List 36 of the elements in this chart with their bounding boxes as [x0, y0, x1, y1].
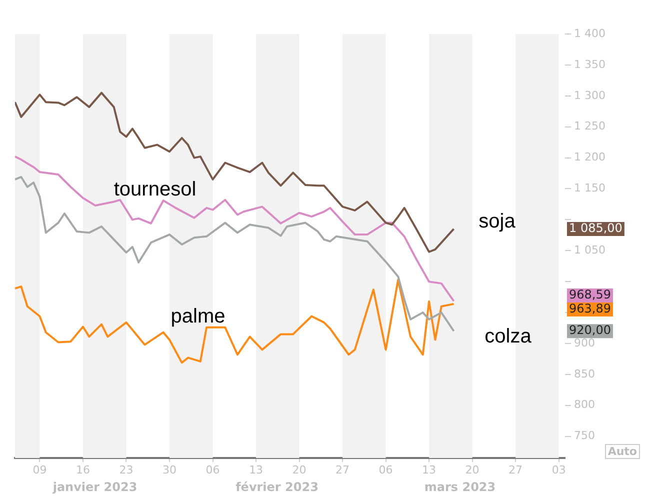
y-tick-label: 1 400 [574, 26, 606, 40]
x-tick-label: 13 [422, 463, 436, 476]
y-tick-label: 900 [574, 336, 595, 350]
y-tick-label: 800 [574, 398, 595, 412]
text: février 2023 [236, 480, 318, 494]
x-tick-label: 20 [292, 463, 306, 476]
x-tick-label: 03 [552, 463, 566, 476]
y-tick-label: 1 300 [574, 88, 606, 102]
y-tick-label: 1 250 [574, 120, 606, 133]
y-tick-label: 1 200 [574, 150, 606, 164]
x-tick-label: 09 [32, 463, 47, 476]
x-tick-label: 20 [465, 463, 480, 476]
x-tick-label: 30 [162, 463, 176, 476]
text: 963,89 [569, 302, 611, 316]
auto-button: Auto [604, 444, 640, 459]
y-tick-label: 1 050 [574, 244, 606, 256]
x-tick-label: 16 [76, 463, 90, 476]
text: 968,59 [569, 288, 611, 302]
y-tick-label: 1 150 [574, 182, 606, 195]
text: mars 2023 [424, 480, 496, 494]
x-tick-label: 27 [336, 463, 350, 476]
series-label: soja [478, 210, 516, 233]
x-tick-label: 06 [206, 463, 220, 476]
text: 920,00 [569, 323, 611, 338]
y-tick-label: 750 [574, 429, 595, 442]
series-label: colza [484, 326, 532, 348]
series-label: tournesol [114, 178, 196, 201]
y-tick-label: 1 350 [574, 58, 606, 71]
text: 1 085,00 [569, 221, 622, 236]
y-tick-label: 850 [574, 367, 595, 380]
text: janvier 2023 [52, 480, 138, 494]
x-tick-label: 06 [378, 463, 393, 476]
x-tick-label: 23 [119, 463, 134, 476]
series-label: palme [170, 306, 226, 328]
x-tick-label: 27 [508, 463, 523, 476]
x-tick-label: 13 [249, 463, 264, 476]
